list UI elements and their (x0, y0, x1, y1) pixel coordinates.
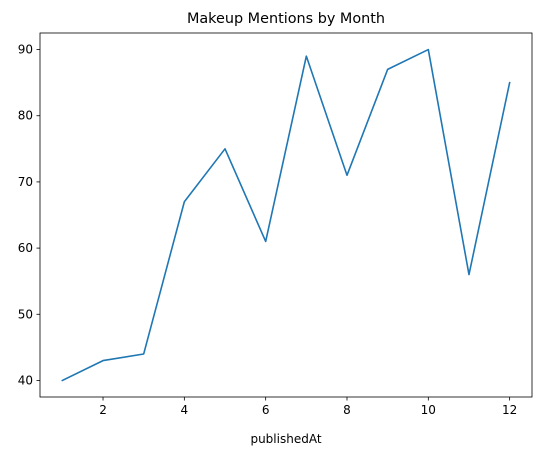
y-tick-label: 90 (18, 43, 33, 57)
x-tick-label: 8 (343, 403, 351, 417)
series-layer (61, 48, 511, 382)
plot-area: 2 4 6 8 10 12 40 50 60 70 80 90 (18, 32, 533, 417)
y-tick-label: 60 (18, 241, 33, 255)
x-tick-label: 10 (421, 403, 436, 417)
x-tick-label: 6 (262, 403, 270, 417)
y-tick-label: 80 (18, 109, 33, 123)
x-tick-label: 2 (99, 403, 107, 417)
x-axis-ticks: 2 4 6 8 10 12 (99, 397, 517, 417)
x-axis-label: publishedAt (250, 432, 321, 446)
y-axis-ticks: 40 50 60 70 80 90 (18, 43, 40, 387)
series-line (61, 48, 511, 382)
chart-title: Makeup Mentions by Month (187, 11, 385, 27)
x-tick-label: 12 (502, 403, 517, 417)
y-tick-label: 50 (18, 307, 33, 321)
y-tick-label: 40 (18, 373, 33, 387)
y-tick-label: 70 (18, 175, 33, 189)
axes-frame (39, 32, 533, 398)
x-tick-label: 4 (181, 403, 189, 417)
